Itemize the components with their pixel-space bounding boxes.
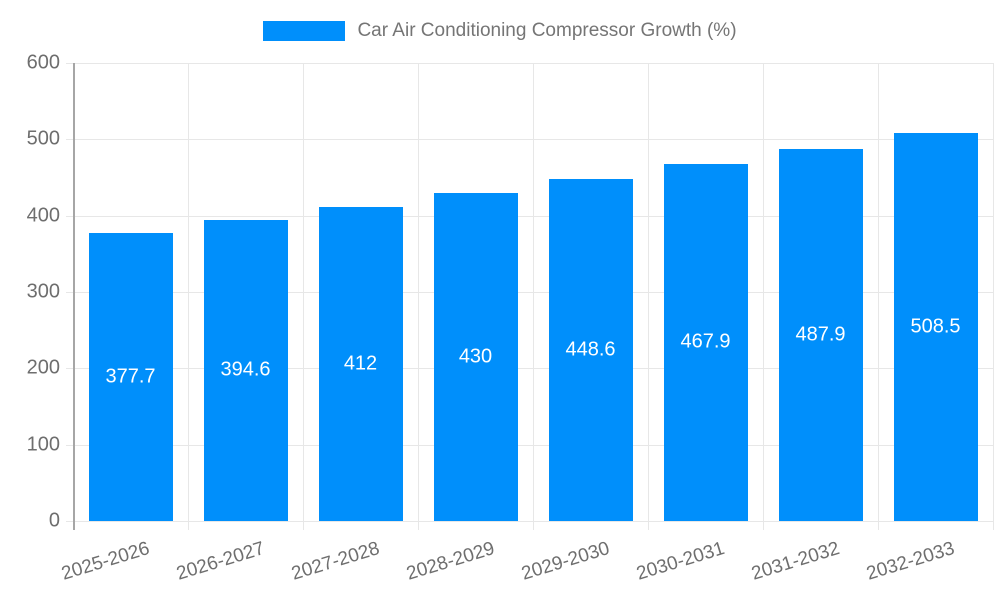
x-axis-tick-label: 2025-2026 bbox=[58, 538, 152, 585]
x-gridline bbox=[878, 63, 879, 530]
x-gridline bbox=[418, 63, 419, 530]
x-axis-tick-label: 2031-2032 bbox=[748, 538, 842, 585]
bar-value-label: 467.9 bbox=[680, 330, 731, 353]
y-gridline bbox=[66, 521, 993, 522]
x-axis-tick-label: 2029-2030 bbox=[518, 538, 612, 585]
legend-swatch[interactable] bbox=[263, 21, 346, 41]
y-axis-tick-label: 300 bbox=[26, 280, 60, 303]
y-gridline bbox=[66, 215, 993, 217]
x-axis-tick-label: 2027-2028 bbox=[288, 538, 382, 585]
bar-value-label: 377.7 bbox=[105, 365, 156, 388]
y-axis-tick-label: 400 bbox=[26, 204, 60, 227]
x-axis-tick-label: 2026-2027 bbox=[173, 538, 267, 585]
bar[interactable]: 394.6 bbox=[203, 219, 288, 521]
bar[interactable]: 487.9 bbox=[778, 148, 863, 521]
y-gridline bbox=[66, 444, 993, 446]
y-axis-line bbox=[73, 63, 75, 530]
x-gridline bbox=[763, 63, 764, 530]
bar[interactable]: 412 bbox=[318, 206, 403, 521]
x-gridline bbox=[303, 63, 304, 530]
x-gridline bbox=[188, 63, 189, 530]
bar-value-label: 412 bbox=[343, 352, 378, 375]
legend-series-label[interactable]: Car Air Conditioning Compressor Growth (… bbox=[357, 20, 737, 41]
bar-value-label: 394.6 bbox=[220, 358, 271, 381]
bar[interactable]: 508.5 bbox=[893, 132, 978, 521]
y-gridline bbox=[66, 139, 993, 141]
bar[interactable]: 467.9 bbox=[663, 163, 748, 521]
x-gridline bbox=[993, 63, 994, 530]
legend: Car Air Conditioning Compressor Growth (… bbox=[0, 20, 1000, 42]
y-axis-tick-label: 200 bbox=[26, 356, 60, 379]
x-axis-tick-label: 2028-2029 bbox=[403, 538, 497, 585]
y-gridline bbox=[66, 63, 993, 64]
y-gridline bbox=[66, 292, 993, 293]
y-axis-tick-label: 100 bbox=[26, 433, 60, 456]
x-axis-tick-label: 2032-2033 bbox=[863, 538, 957, 585]
bar[interactable]: 448.6 bbox=[548, 178, 633, 521]
bar-value-label: 448.6 bbox=[565, 338, 616, 361]
bar[interactable]: 377.7 bbox=[88, 232, 173, 521]
x-axis-tick-label: 2030-2031 bbox=[633, 538, 727, 585]
x-gridline bbox=[648, 63, 649, 530]
bar-value-label: 430 bbox=[458, 345, 493, 368]
bar[interactable]: 430 bbox=[433, 192, 518, 521]
y-axis-tick-label: 500 bbox=[26, 127, 60, 150]
bar-value-label: 487.9 bbox=[795, 323, 846, 346]
y-gridline bbox=[66, 368, 993, 370]
bar-value-label: 508.5 bbox=[910, 315, 961, 338]
x-gridline bbox=[533, 63, 534, 530]
y-axis-tick-label: 0 bbox=[48, 509, 60, 532]
y-axis-tick-label: 600 bbox=[26, 51, 60, 74]
